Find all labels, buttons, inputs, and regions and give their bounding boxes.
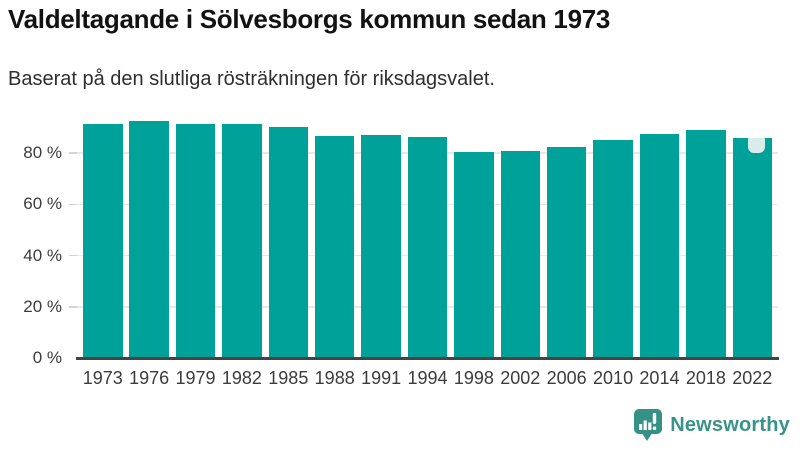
newsworthy-logo: Newsworthy [633,408,790,443]
y-tick-40 [69,254,77,257]
y-axis-label: 80 % [23,143,62,163]
x-axis-label: 2018 [685,368,726,388]
x-axis-label: 1988 [314,368,355,388]
x-axis-label: 1985 [268,368,309,388]
bar-2014 [639,134,680,358]
page-subtitle: Baserat på den slutliga rösträkningen fö… [8,68,495,90]
bar-1994 [407,136,448,358]
y-axis-label: 60 % [23,194,62,214]
bar-1988 [314,135,355,358]
bar-1976 [129,120,169,358]
y-tick-20 [69,306,77,308]
plot-area [69,102,778,358]
x-axis-label: 1973 [82,368,123,388]
y-axis-label: 0 % [32,348,62,367]
x-axis-label: 2002 [500,368,541,388]
latest-bar-marker [747,138,765,154]
y-axis-label: 20 % [23,296,62,316]
y-tick-80 [69,152,77,154]
bar-1985 [268,127,309,358]
y-tick-60 [69,203,77,206]
bar-1973 [83,123,123,358]
newsworthy-logo-text: Newsworthy [670,414,790,436]
x-axis-label: 1982 [221,368,262,388]
bar-1982 [222,123,262,358]
x-axis-label: 1979 [175,368,216,388]
newsworthy-bubble-barchart-icon [634,409,663,441]
bar-2022 [732,138,772,358]
x-axis-label: 1998 [453,368,494,388]
bar-2006 [546,146,587,358]
x-axis-label: 1994 [407,368,448,388]
page-title: Valdeltagande i Sölvesborgs kommun sedan… [8,4,611,34]
x-axis-label: 1976 [129,368,170,388]
bar-1998 [454,152,494,358]
x-axis-label: 2010 [593,368,634,388]
bar-2002 [500,151,541,358]
x-axis-line [76,357,779,360]
bar-2018 [686,129,726,358]
x-axis-label: 2022 [732,368,773,388]
bar-2010 [593,139,633,358]
x-axis-label: 1991 [361,368,402,388]
y-axis-label: 40 % [23,245,62,265]
bar-1991 [361,134,401,358]
bar-1979 [175,123,216,358]
x-axis-label: 2006 [546,368,587,388]
x-axis-label: 2014 [639,368,680,388]
